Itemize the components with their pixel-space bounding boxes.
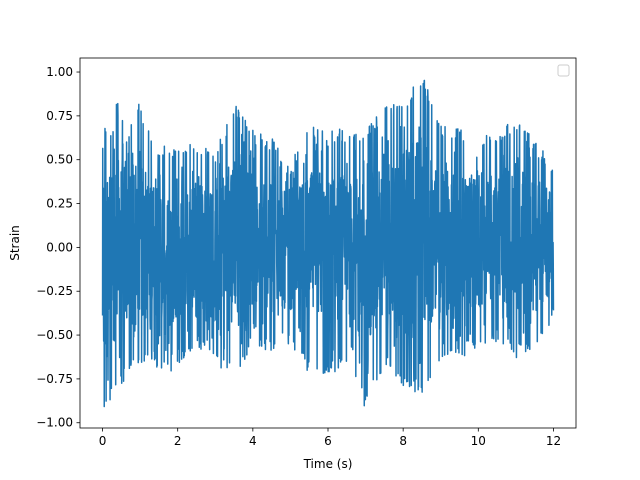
y-tick-label: −0.75 <box>36 372 73 386</box>
y-tick-label: 1.00 <box>46 65 73 79</box>
x-axis-label: Time (s) <box>303 457 353 471</box>
strain-series <box>101 79 555 408</box>
x-tick-label: 4 <box>249 434 257 448</box>
y-tick-label: 0.75 <box>46 109 73 123</box>
y-axis: −1.00 −0.75 −0.50 −0.25 0.00 0.25 0.50 0.75 1.00 <box>36 65 80 430</box>
y-tick-label: 0.50 <box>46 153 73 167</box>
y-axis-label: Strain <box>8 225 22 261</box>
y-tick-label: −0.50 <box>36 328 73 342</box>
y-tick-label: 0.25 <box>46 197 73 211</box>
y-tick-label: 0.00 <box>46 240 73 254</box>
y-tick-label: −0.25 <box>36 284 73 298</box>
x-tick-label: 8 <box>399 434 407 448</box>
x-tick-label: 12 <box>546 434 561 448</box>
legend-box[interactable] <box>557 64 570 77</box>
x-tick-label: 0 <box>99 434 107 448</box>
x-tick-label: 6 <box>324 434 332 448</box>
y-tick-label: −1.00 <box>36 416 73 430</box>
x-tick-label: 10 <box>471 434 486 448</box>
x-tick-label: 2 <box>174 434 182 448</box>
strain-line <box>101 79 555 408</box>
x-axis: 0 2 4 6 8 10 12 <box>99 428 561 448</box>
